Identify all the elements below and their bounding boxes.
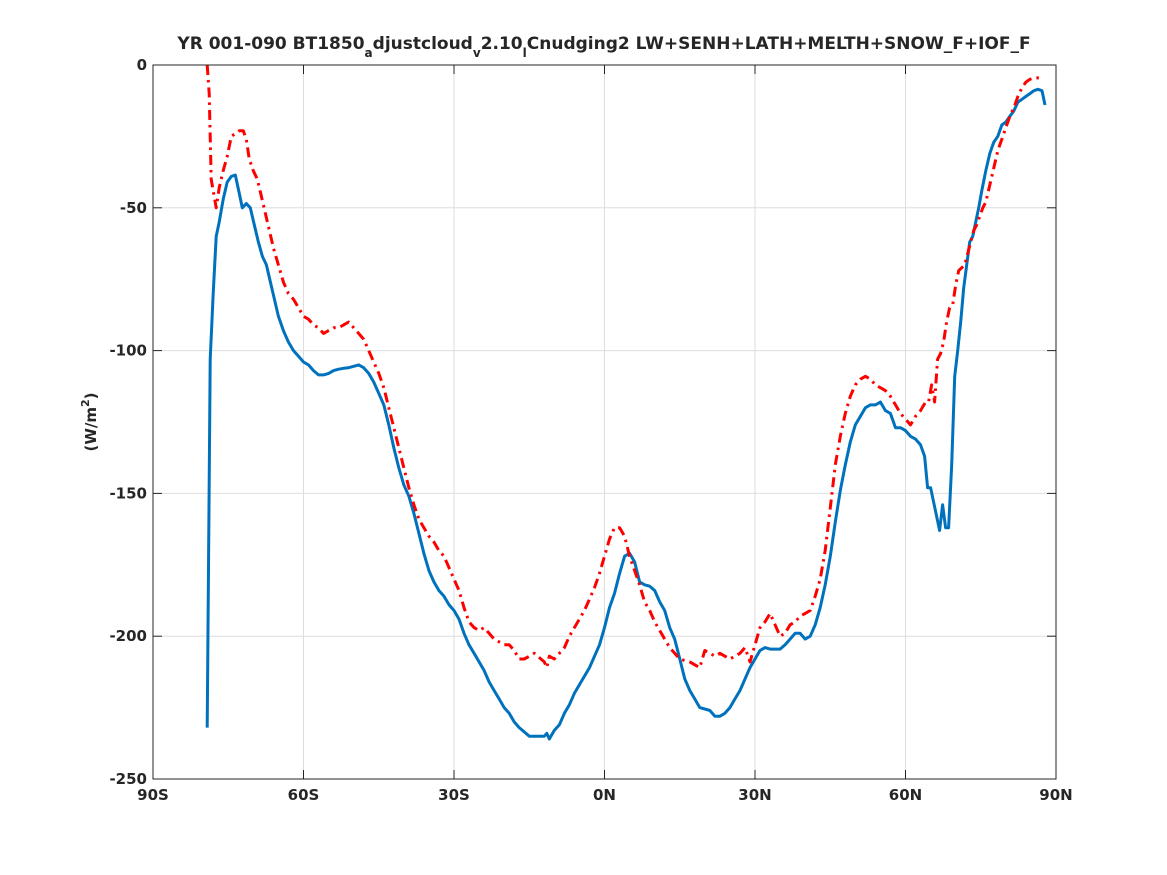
y-tick-labels: 0 -50 -100 -150 -200 -250 [109,56,147,788]
series-line-2 [205,64,1042,670]
y-tick-label: -50 [120,199,147,217]
y-tick-label: -150 [109,484,147,502]
y-tick-label: -200 [109,627,147,645]
y-tick-label: -250 [109,770,147,788]
x-tick-label: 60S [288,786,320,804]
x-tick-label: 90N [1039,786,1072,804]
tick-marks [152,64,1057,780]
series-group [205,64,1047,741]
x-tick-labels: 90S 60S 30S 0N 30N 60N 90N [137,786,1073,804]
x-tick-label: 30S [438,786,470,804]
y-tick-label: -100 [109,342,147,360]
series-line-1 [205,87,1047,741]
y-axis-label: (W/m2) [79,392,100,451]
chart-title: YR 001-090 BT1850adjustcloudv2.10lCnudgi… [176,34,1030,60]
x-tick-label: 0N [593,786,616,804]
x-tick-label: 60N [889,786,922,804]
x-tick-label: 30N [738,786,771,804]
y-tick-label: 0 [137,56,147,74]
x-tick-label: 90S [137,786,169,804]
